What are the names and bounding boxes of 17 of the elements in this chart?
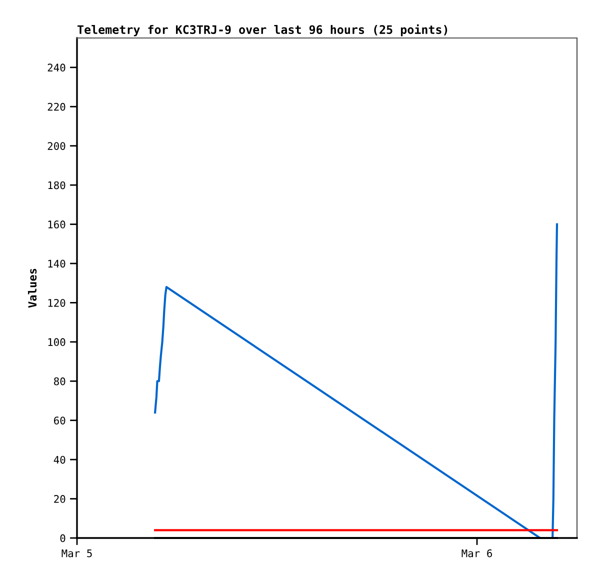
y-tick-label: 40	[54, 456, 66, 464]
y-tick-label: 0	[60, 534, 66, 542]
y-tick-label: 240	[48, 64, 66, 72]
y-tick-label: 160	[48, 220, 66, 228]
y-tick-label: 200	[48, 142, 66, 150]
y-tick-label: 100	[48, 338, 66, 346]
x-tick-label: Mar 6	[462, 549, 492, 558]
y-tick-label: 220	[48, 102, 66, 111]
y-tick-label: 180	[48, 181, 66, 190]
y-tick-label: 20	[54, 495, 66, 503]
y-axis-title: Values	[28, 268, 37, 308]
y-tick-label: 120	[48, 298, 66, 307]
chart-title: Telemetry for KC3TRJ-9 over last 96 hours (25 points)	[78, 24, 448, 36]
y-tick-label: 60	[54, 416, 66, 424]
y-tick-label: 140	[48, 260, 66, 268]
y-tick-label: 80	[54, 377, 66, 386]
x-tick-label: Mar 5	[62, 549, 92, 558]
